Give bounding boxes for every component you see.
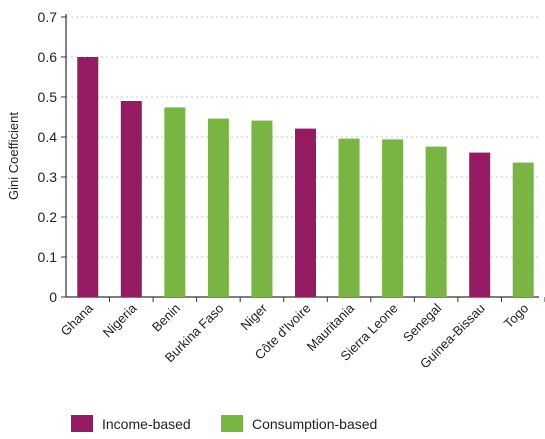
y-axis-label: Gini Coefficient xyxy=(6,112,21,200)
bar-senegal xyxy=(425,146,447,297)
bar-togo xyxy=(512,162,534,297)
x-tick-label: Ghana xyxy=(58,300,97,339)
legend-label: Consumption-based xyxy=(252,416,377,432)
y-tick-label: 0 xyxy=(49,289,57,305)
bar-mauritania xyxy=(338,138,360,297)
y-tick-label: 0.1 xyxy=(38,249,58,265)
x-tick-label: Nigeria xyxy=(100,300,140,340)
y-tick-label: 0.3 xyxy=(38,169,58,185)
x-tick-label: Senegal xyxy=(400,300,444,344)
bar-benin xyxy=(164,107,186,298)
y-tick-label: 0.4 xyxy=(38,129,58,145)
y-tick-label: 0.2 xyxy=(38,209,58,225)
bars xyxy=(77,57,534,298)
y-tick-label: 0.5 xyxy=(38,89,58,105)
bar-nigeria xyxy=(120,101,142,297)
legend-label: Income-based xyxy=(102,416,191,432)
bar-c-te-d-ivoire xyxy=(295,128,316,297)
bar-burkina-faso xyxy=(207,118,229,297)
x-tick-label: Benin xyxy=(149,301,183,335)
y-tick-label: 0.7 xyxy=(38,9,58,25)
x-tick-label: Togo xyxy=(501,301,532,332)
bar-guinea-bissau xyxy=(469,152,491,297)
y-tick-labels: 0 0.1 0.2 0.3 0.4 0.5 0.6 0.7 xyxy=(38,9,58,305)
bar-niger xyxy=(251,120,273,297)
bar-ghana xyxy=(77,57,99,297)
x-tick-label: Niger xyxy=(237,300,270,333)
bar-sierra-leone xyxy=(382,139,404,297)
legend-swatch xyxy=(71,415,93,432)
legend: Income-based Consumption-based xyxy=(71,415,377,432)
y-tick-label: 0.6 xyxy=(38,49,58,65)
legend-swatch xyxy=(221,415,243,432)
